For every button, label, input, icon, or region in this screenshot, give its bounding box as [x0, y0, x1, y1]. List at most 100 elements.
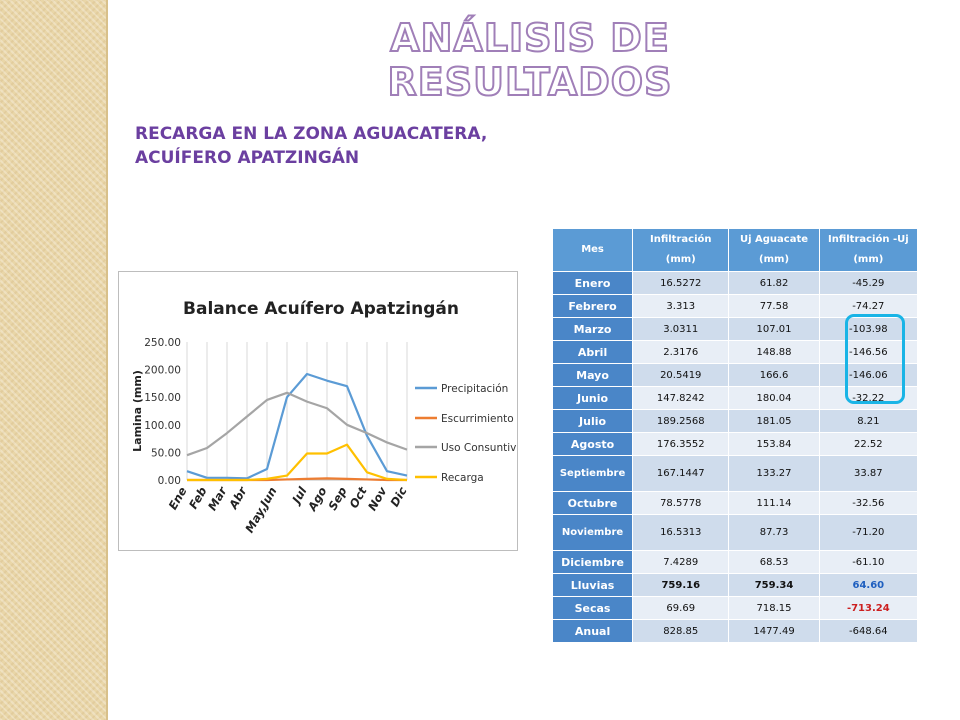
table-body: Enero 16.5272 61.82 -45.29 Febrero 3.313 77.58… — [551, 271, 919, 643]
row-infiltracion: 176.3552 — [632, 432, 730, 456]
subtitle-line-2: ACUÍFERO APATZINGÁN — [135, 148, 360, 168]
row-uj-aguacate: 111.14 — [728, 491, 820, 515]
x-tick-label: Ene — [166, 484, 190, 512]
sidebar-divider — [106, 0, 108, 720]
table-header-row: Mes Infiltración (mm) Uj Aguacate (mm) I… — [551, 228, 919, 272]
table-row: Octubre 78.5778 111.14 -32.56 — [551, 491, 919, 515]
row-uj-aguacate: 180.04 — [728, 386, 820, 410]
row-mes: Agosto — [551, 432, 634, 456]
row-infiltracion-uj: -74.27 — [818, 294, 919, 318]
row-mes: Mayo — [551, 363, 634, 387]
row-infiltracion: 3.313 — [632, 294, 730, 318]
row-mes: Septiembre — [551, 455, 634, 492]
table-row: Julio 189.2568 181.05 8.21 — [551, 409, 919, 433]
row-uj-aguacate: 181.05 — [728, 409, 820, 433]
row-infiltracion-uj: 22.52 — [818, 432, 919, 456]
row-infiltracion-uj: -32.22 — [818, 386, 919, 410]
x-tick-label: Dic — [387, 484, 409, 509]
row-infiltracion-uj: -45.29 — [818, 271, 919, 295]
row-infiltracion-uj: -103.98 — [818, 317, 919, 341]
y-tick-label: 50.00 — [151, 447, 181, 459]
table-row: Lluvias 759.16 759.34 64.60 — [551, 573, 919, 597]
table-row: Marzo 3.0311 107.01 -103.98 — [551, 317, 919, 341]
y-tick-label: 150.00 — [144, 392, 181, 404]
series-line-3 — [187, 443, 408, 482]
row-infiltracion: 16.5313 — [632, 514, 730, 551]
table-row: Junio 147.8242 180.04 -32.22 — [551, 386, 919, 410]
row-infiltracion-uj: -146.06 — [818, 363, 919, 387]
row-mes: Marzo — [551, 317, 634, 341]
y-tick-label: 200.00 — [144, 365, 181, 377]
header-uj-aguacate: Uj Aguacate (mm) — [728, 228, 820, 272]
subtitle-line-1: RECARGA EN LA ZONA AGUACATERA, — [135, 124, 488, 144]
row-infiltracion: 147.8242 — [632, 386, 730, 410]
header-mes: Mes — [551, 228, 634, 272]
table-row: Septiembre 167.1447 133.27 33.87 — [551, 455, 919, 492]
row-uj-aguacate: 153.84 — [728, 432, 820, 456]
row-infiltracion-uj: -146.56 — [818, 340, 919, 364]
row-mes: Junio — [551, 386, 634, 410]
legend-label: Precipitación — [441, 383, 508, 395]
row-infiltracion-uj: 8.21 — [818, 409, 919, 433]
row-infiltracion: 20.5419 — [632, 363, 730, 387]
row-uj-aguacate: 107.01 — [728, 317, 820, 341]
row-uj-aguacate: 1477.49 — [728, 619, 820, 643]
table-row: Agosto 176.3552 153.84 22.52 — [551, 432, 919, 456]
page-subtitle: RECARGA EN LA ZONA AGUACATERA, ACUÍFERO … — [135, 122, 595, 170]
x-tick-label: Nov — [365, 484, 390, 513]
row-uj-aguacate: 718.15 — [728, 596, 820, 620]
row-infiltracion: 16.5272 — [632, 271, 730, 295]
row-mes: Enero — [551, 271, 634, 295]
row-infiltracion-uj: -71.20 — [818, 514, 919, 551]
row-uj-aguacate: 77.58 — [728, 294, 820, 318]
decorative-sidebar — [0, 0, 106, 720]
table-row: Abril 2.3176 148.88 -146.56 — [551, 340, 919, 364]
table-row: Mayo 20.5419 166.6 -146.06 — [551, 363, 919, 387]
row-mes: Noviembre — [551, 514, 634, 551]
row-infiltracion-uj: -648.64 — [818, 619, 919, 643]
row-uj-aguacate: 166.6 — [728, 363, 820, 387]
legend-label: Recarga — [441, 472, 484, 484]
row-infiltracion: 2.3176 — [632, 340, 730, 364]
x-tick-label: Ago — [304, 484, 329, 514]
row-mes: Julio — [551, 409, 634, 433]
row-infiltracion: 7.4289 — [632, 550, 730, 574]
row-uj-aguacate: 133.27 — [728, 455, 820, 492]
legend-label: Escurrimiento — [441, 413, 514, 425]
table-row: Enero 16.5272 61.82 -45.29 — [551, 271, 919, 295]
row-infiltracion: 3.0311 — [632, 317, 730, 341]
row-mes: Secas — [551, 596, 634, 620]
row-infiltracion-uj: 64.60 — [818, 573, 919, 597]
row-uj-aguacate: 68.53 — [728, 550, 820, 574]
row-infiltracion: 78.5778 — [632, 491, 730, 515]
header-infiltracion-uj: Infiltración -Uj (mm) — [818, 228, 919, 272]
page-title: ANÁLISIS DE RESULTADOS — [387, 15, 673, 105]
row-mes: Diciembre — [551, 550, 634, 574]
chart-frame: Balance Acuífero Apatzingán 0.00 50.00 100.… — [118, 271, 518, 551]
row-infiltracion: 828.85 — [632, 619, 730, 643]
x-tick-label: Sep — [325, 485, 349, 513]
row-infiltracion: 759.16 — [632, 573, 730, 597]
row-uj-aguacate: 148.88 — [728, 340, 820, 364]
header-infiltracion: Infiltración (mm) — [632, 228, 730, 272]
row-infiltracion: 69.69 — [632, 596, 730, 620]
chart-title: Balance Acuífero Apatzingán — [183, 299, 459, 319]
row-uj-aguacate: 61.82 — [728, 271, 820, 295]
row-infiltracion-uj: -32.56 — [818, 491, 919, 515]
results-table-container: Mes Infiltración (mm) Uj Aguacate (mm) I… — [551, 228, 919, 643]
row-mes: Lluvias — [551, 573, 634, 597]
table-row: Diciembre 7.4289 68.53 -61.10 — [551, 550, 919, 574]
x-tick-label: Mar — [205, 483, 230, 513]
y-axis-label: Lamina (mm) — [131, 370, 144, 452]
row-uj-aguacate: 759.34 — [728, 573, 820, 597]
row-infiltracion-uj: 33.87 — [818, 455, 919, 492]
series-line-0 — [186, 372, 408, 480]
table-row: Secas 69.69 718.15 -713.24 — [551, 596, 919, 620]
y-tick-label: 100.00 — [144, 420, 181, 432]
results-table: Mes Infiltración (mm) Uj Aguacate (mm) I… — [551, 228, 919, 643]
row-infiltracion: 189.2568 — [632, 409, 730, 433]
balance-line-chart: Balance Acuífero Apatzingán 0.00 50.00 100.… — [131, 299, 517, 535]
row-mes: Febrero — [551, 294, 634, 318]
row-mes: Anual — [551, 619, 634, 643]
table-row: Anual 828.85 1477.49 -648.64 — [551, 619, 919, 643]
